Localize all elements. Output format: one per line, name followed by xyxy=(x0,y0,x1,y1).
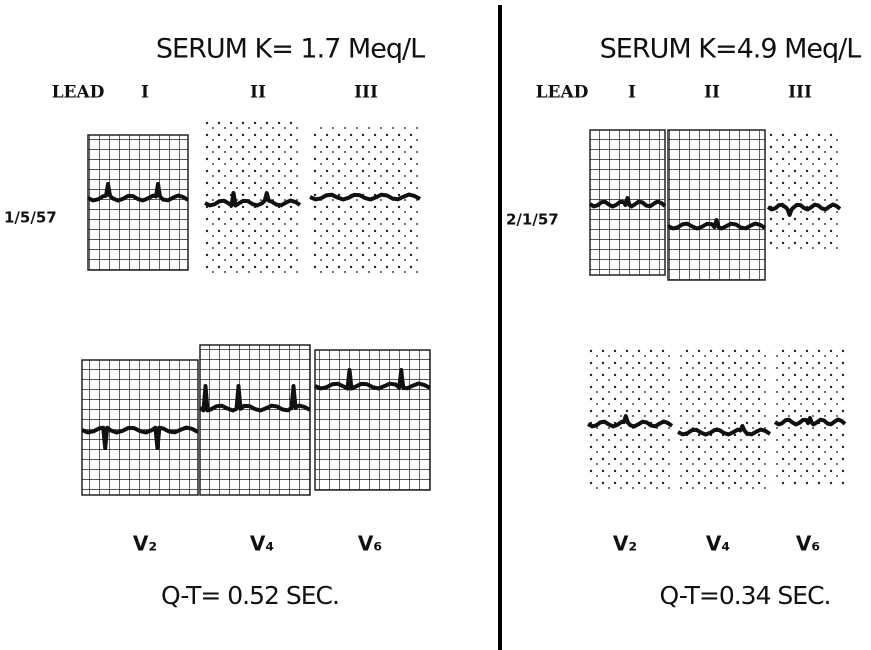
chest-lead: V₆ xyxy=(358,532,382,556)
ecg-grid xyxy=(205,118,300,275)
ecg-grid xyxy=(588,345,672,490)
ecg-grid xyxy=(775,345,845,485)
ecg-grid xyxy=(88,135,188,270)
lead: I xyxy=(628,83,636,103)
lead: III xyxy=(354,83,378,103)
qt-interval: Q-T=0.34 SEC. xyxy=(660,581,831,610)
chest-lead: V₄ xyxy=(706,532,730,556)
date: 1/5/57 xyxy=(4,209,57,227)
ecg-grid xyxy=(200,345,310,495)
chest-lead: V₆ xyxy=(796,532,820,556)
ecg-strips xyxy=(82,118,845,495)
figure: SERUM K= 1.7 Meq/L LEAD I II III 1/5/57 … xyxy=(0,0,871,650)
title: SERUM K= 1.7 Meq/L xyxy=(156,34,425,65)
lead: II xyxy=(704,83,720,103)
chest-lead: V₄ xyxy=(250,532,274,556)
lead-label: LEAD xyxy=(52,83,105,103)
lead-label: LEAD xyxy=(536,83,589,103)
qt-interval: Q-T= 0.52 SEC. xyxy=(161,581,339,610)
title: SERUM K=4.9 Meq/L xyxy=(600,34,862,65)
date: 2/1/57 xyxy=(506,211,559,229)
ecg-grid xyxy=(768,130,840,250)
ecg-grid xyxy=(668,130,765,280)
ecg-grid xyxy=(678,345,770,490)
chest-lead: V₂ xyxy=(613,532,637,556)
lead: II xyxy=(250,83,266,103)
lead: I xyxy=(141,83,149,103)
chest-lead: V₂ xyxy=(133,532,157,556)
lead: III xyxy=(788,83,812,103)
ecg-grid xyxy=(315,350,430,490)
